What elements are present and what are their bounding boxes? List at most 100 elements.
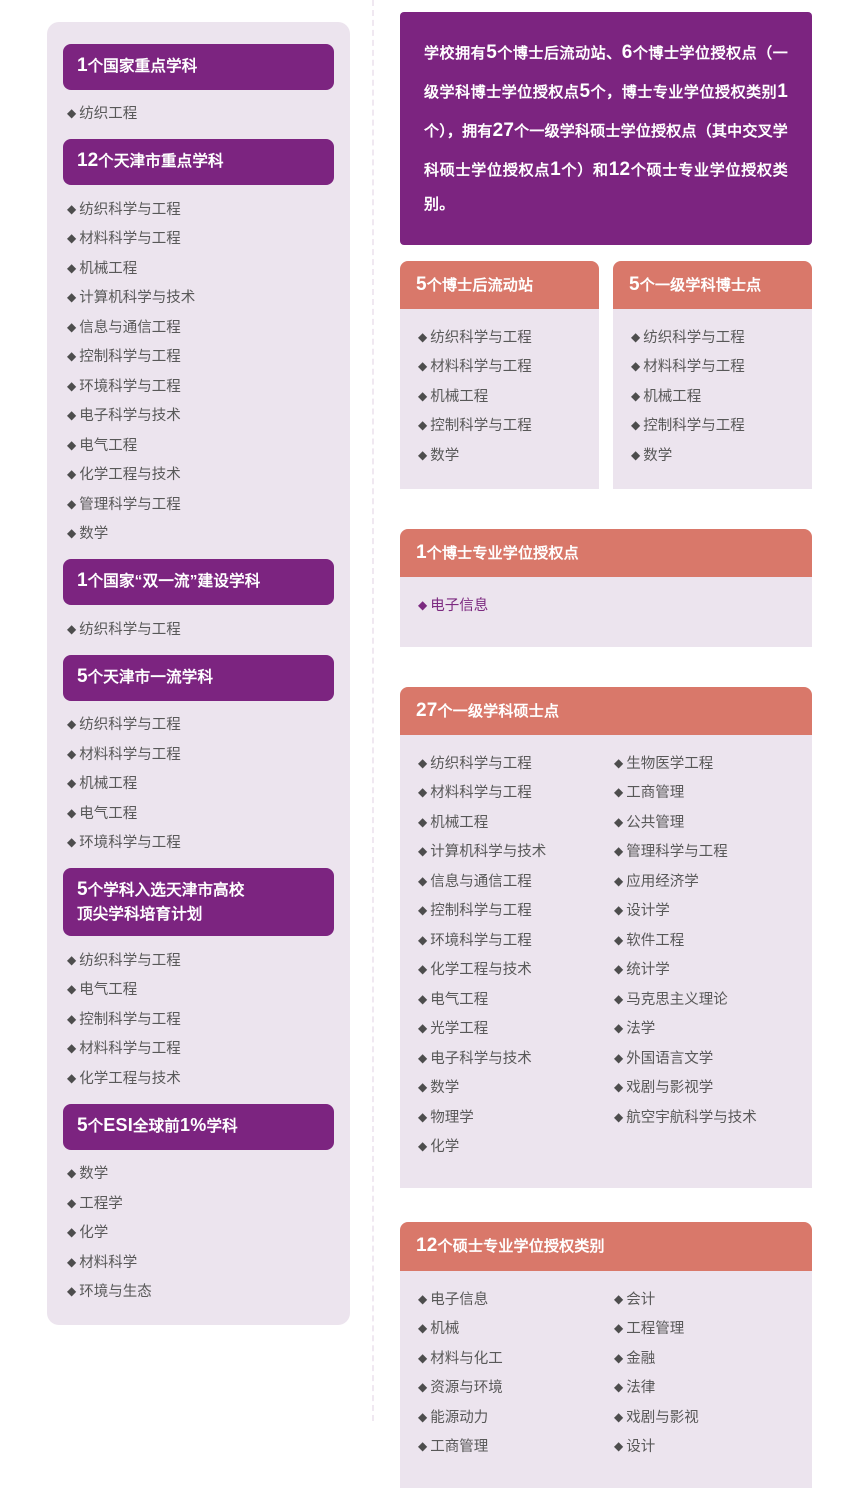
- heading-count: 5: [77, 879, 88, 901]
- list-item: ◆ 材料科学与工程: [418, 353, 589, 383]
- section-heading: 5个天津市一流学科: [63, 654, 334, 701]
- list-item-label: 化学: [79, 1225, 109, 1242]
- intro-text: 个一级学科硕士学位授权点（其中交叉学科硕士学位授权点: [424, 122, 788, 179]
- list-item: ◆ 机械工程: [631, 382, 802, 412]
- diamond-bullet-icon: ◆: [614, 873, 624, 888]
- list-item: ◆ 马克思主义理论: [614, 985, 802, 1015]
- section-item-list: ◆ 数学 ◆ 工程学 ◆ 化学 ◆ 材料科学 ◆ 环境与生态: [47, 1160, 350, 1308]
- list-item-label: 化学工程与技术: [430, 962, 532, 979]
- list-item: ◆ 能源动力: [418, 1403, 614, 1433]
- list-item: ◆ 材料科学与工程: [67, 225, 336, 255]
- list-item: ◆ 化学: [67, 1219, 336, 1249]
- list-item: ◆ 生物医学工程: [614, 749, 802, 779]
- heading-text-line2: 顶尖学科培育计划: [77, 906, 203, 924]
- diamond-bullet-icon: ◆: [614, 1321, 624, 1336]
- diamond-bullet-icon: ◆: [67, 717, 77, 732]
- list-item-label: 纺织科学与工程: [430, 755, 532, 772]
- list-item-label: 控制科学与工程: [79, 1011, 181, 1028]
- heading-percent: 1%: [180, 1114, 207, 1135]
- diamond-bullet-icon: ◆: [67, 621, 77, 636]
- spacer: [400, 1188, 812, 1222]
- diamond-bullet-icon: ◆: [67, 467, 77, 482]
- diamond-bullet-icon: ◆: [614, 1350, 624, 1365]
- list-item: ◆ 纺织科学与工程: [631, 323, 802, 353]
- list-item-label: 环境科学与工程: [79, 378, 181, 395]
- heading-text: 个一级学科硕士点: [437, 702, 560, 720]
- list-item: ◆ 资源与环境: [418, 1374, 614, 1404]
- list-item: ◆ 控制科学与工程: [67, 1005, 336, 1035]
- list-item: ◆ 计算机科学与技术: [67, 284, 336, 314]
- list-item: ◆ 控制科学与工程: [67, 343, 336, 373]
- list-item: ◆ 数学: [418, 1074, 614, 1104]
- list-item-label: 信息与通信工程: [430, 873, 532, 890]
- diamond-bullet-icon: ◆: [418, 1050, 428, 1065]
- section-heading: 5个ESI全球前1%学科: [63, 1103, 334, 1150]
- list-item: ◆ 材料科学与工程: [418, 779, 614, 809]
- list-item-label: 公共管理: [626, 814, 685, 831]
- list-item-label: 材料科学: [79, 1254, 138, 1271]
- list-item-label: 电子科学与技术: [430, 1050, 532, 1067]
- list-item: ◆ 材料科学: [67, 1248, 336, 1278]
- list-item-label: 机械工程: [79, 776, 138, 793]
- list-item: ◆ 控制科学与工程: [418, 412, 589, 442]
- list-item: ◆ 环境科学与工程: [418, 926, 614, 956]
- diamond-bullet-icon: ◆: [418, 962, 428, 977]
- intro-text: 个，博士专业学位授权类别: [590, 83, 778, 101]
- list-item: ◆ 工程管理: [614, 1315, 802, 1345]
- card-heading: 5个博士后流动站: [400, 260, 599, 310]
- list-item: ◆ 戏剧与影视: [614, 1403, 802, 1433]
- list-item: ◆ 数学: [418, 441, 589, 471]
- list-item-label: 数学: [79, 1166, 109, 1183]
- heading-esi-label: ESI: [103, 1114, 133, 1135]
- section-item-list: ◆ 纺织工程: [47, 100, 350, 130]
- list-item: ◆ 外国语言文学: [614, 1044, 802, 1074]
- diamond-bullet-icon: ◆: [631, 388, 641, 403]
- heading-count: 5: [629, 273, 640, 295]
- list-item-label: 生物医学工程: [626, 755, 714, 772]
- list-item-label: 戏剧与影视: [626, 1409, 699, 1426]
- list-item-label: 电子科学与技术: [79, 408, 181, 425]
- diamond-bullet-icon: ◆: [614, 903, 624, 918]
- list-item-label: 工程学: [79, 1195, 123, 1212]
- heading-text: 个国家重点学科: [87, 58, 198, 75]
- list-item-label: 控制科学与工程: [79, 349, 181, 366]
- diamond-bullet-icon: ◆: [418, 1321, 428, 1336]
- list-item-label: 材料科学与工程: [79, 231, 181, 248]
- list-item-label: 金融: [626, 1350, 656, 1367]
- list-item: ◆ 电子科学与技术: [67, 402, 336, 432]
- diamond-bullet-icon: ◆: [67, 1284, 77, 1299]
- list-item-label: 会计: [626, 1291, 656, 1308]
- list-item-label: 设计学: [626, 903, 670, 920]
- list-item: ◆ 机械: [418, 1315, 614, 1345]
- diamond-bullet-icon: ◆: [67, 835, 77, 850]
- list-item: ◆ 工商管理: [418, 1433, 614, 1463]
- list-item-label: 电气工程: [79, 805, 138, 822]
- section-tianjin-key-discipline: 12个天津市重点学科 ◆ 纺织科学与工程 ◆ 材料科学与工程 ◆ 机械工程 ◆ 计算机科…: [47, 139, 350, 549]
- two-column-list: ◆ 纺织科学与工程 ◆ 材料科学与工程 ◆ 机械工程 ◆ 计算机科学与技术 ◆ 信息与通信…: [418, 749, 802, 1162]
- list-item: ◆ 设计学: [614, 897, 802, 927]
- section-tianjin-first-class: 5个天津市一流学科 ◆ 纺织科学与工程 ◆ 材料科学与工程 ◆ 机械工程 ◆ 电气工程 …: [47, 654, 350, 859]
- heading-text: 个国家“双一流”建设学科: [87, 573, 261, 591]
- list-item: ◆ 材料科学与工程: [67, 740, 336, 770]
- list-item: ◆ 材料科学与工程: [631, 353, 802, 383]
- diamond-bullet-icon: ◆: [418, 597, 428, 612]
- list-item: ◆ 电子科学与技术: [418, 1044, 614, 1074]
- diamond-bullet-icon: ◆: [418, 1080, 428, 1095]
- postdoc-and-doctoral-card-row: 5个博士后流动站 ◆ 纺织科学与工程 ◆ 材料科学与工程 ◆ 机械工程 ◆ 控制科学与工…: [400, 260, 812, 489]
- list-item: ◆ 电气工程: [67, 976, 336, 1006]
- section-heading: 1个国家“双一流”建设学科: [63, 559, 334, 606]
- list-item-label: 材料科学与工程: [79, 746, 181, 763]
- list-item-label: 机械工程: [79, 260, 138, 277]
- list-item: ◆ 设计: [614, 1433, 802, 1463]
- list-item: ◆ 数学: [67, 520, 336, 550]
- list-item: ◆ 机械工程: [418, 808, 614, 838]
- list-item-label: 法律: [626, 1380, 656, 1397]
- intro-count: 5: [579, 80, 591, 102]
- heading-count: 5: [77, 665, 88, 687]
- intro-text: 个硕士专业学位授权类别。: [424, 161, 788, 213]
- list-item-label: 机械工程: [430, 388, 489, 405]
- diamond-bullet-icon: ◆: [614, 1080, 624, 1095]
- list-item: ◆ 环境科学与工程: [67, 829, 336, 859]
- list-item: ◆ 化学工程与技术: [67, 461, 336, 491]
- heading-text: 个硕士专业学位授权类别: [437, 1238, 605, 1256]
